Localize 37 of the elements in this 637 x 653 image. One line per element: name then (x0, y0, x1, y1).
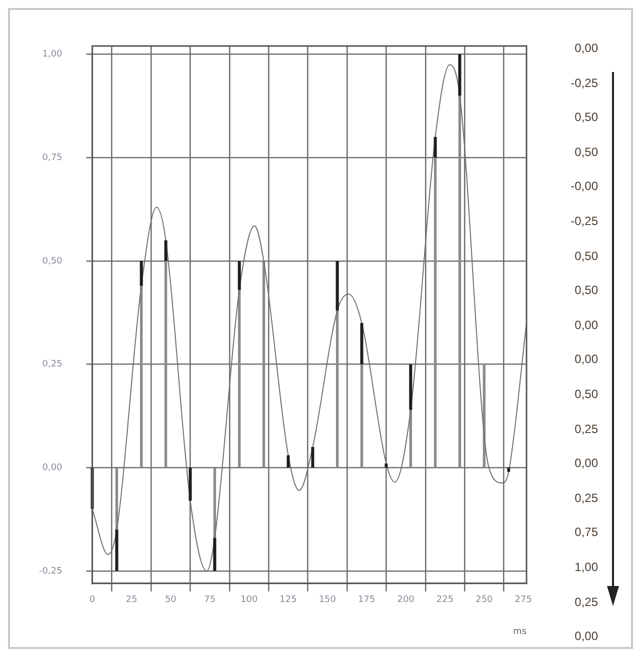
x-tick-label: 75 (204, 595, 216, 606)
y-tick-label: 0,50 (42, 256, 63, 266)
text: 0,00 (574, 628, 598, 646)
y-tick-label: 0,75 (42, 152, 62, 163)
text: 0,50 (574, 282, 598, 300)
text: 1,00 (574, 558, 598, 576)
text: 0,50 (574, 109, 598, 126)
text: 0,50 (574, 144, 598, 161)
x-tick-label: 225 (436, 595, 454, 606)
y-tick-label: 0,25 (42, 360, 62, 370)
text: 0,00 (574, 455, 598, 472)
x-tick-label: 25 (126, 595, 138, 606)
text: 0,50 (574, 386, 598, 403)
text: 0,00 (574, 40, 598, 57)
text: 0,25 (574, 594, 598, 610)
x-tick-label: 100 (240, 595, 258, 606)
x-tick-label: 125 (280, 595, 297, 606)
y-tick-label: -0,25 (38, 566, 62, 576)
x-tick-label: 275 (514, 595, 532, 606)
text: 0,75 (574, 524, 598, 542)
text: 0,50 (574, 248, 598, 265)
x-tick-label: 50 (164, 595, 177, 606)
y-tick-label: 1,00 (42, 50, 63, 60)
x-tick-label: 250 (476, 595, 494, 606)
text: 0,25 (574, 420, 598, 438)
x-tick-label: 175 (358, 595, 376, 606)
x-axis-title: ms (513, 626, 527, 637)
x-tick-label: 150 (318, 595, 336, 606)
text: -0,25 (570, 212, 598, 230)
x-tick-label: 0 (89, 595, 96, 606)
x-tick-label: 200 (397, 595, 415, 606)
text: 0,00 (574, 351, 598, 368)
y-tick-label: 0,00 (42, 462, 63, 473)
text: -0,25 (570, 74, 598, 92)
text: 0,00 (574, 316, 598, 334)
text: 0,25 (574, 490, 598, 507)
text: -0,00 (570, 178, 598, 196)
